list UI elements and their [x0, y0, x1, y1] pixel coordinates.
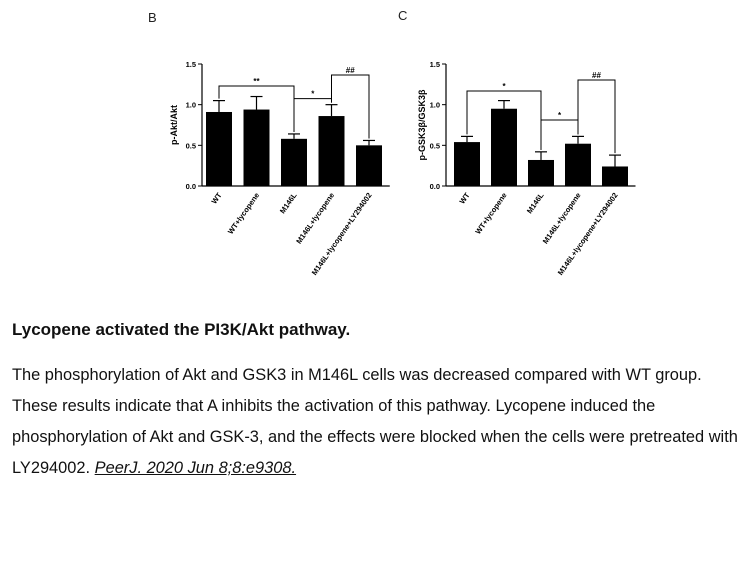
y-tick-label: 1.5: [186, 60, 196, 69]
y-tick-label: 0.5: [430, 141, 440, 150]
significance-label: ##: [592, 71, 601, 80]
bar: [356, 145, 382, 186]
caption-body: The phosphorylation of Akt and GSK3 in M…: [12, 360, 748, 484]
x-tick-label: WT: [458, 191, 472, 206]
significance-label: *: [311, 90, 315, 99]
panel-label: C: [398, 8, 407, 23]
significance-bracket: [577, 79, 616, 154]
caption-text: The phosphorylation of Akt and GSK3 in M…: [12, 366, 738, 477]
bar: [243, 109, 270, 186]
x-tick-label: WT+lycopene: [473, 191, 508, 236]
y-tick-label: 1.0: [186, 101, 196, 110]
y-axis-label: p-Akt/Akt: [169, 105, 179, 145]
chart-panel-b: B 0.0 0.5 1.0 1.5 p-Akt/Akt WT WT+lycopene M146L…: [148, 10, 390, 277]
x-tick-label: M146L+lycopene: [294, 191, 336, 246]
x-tick-label: WT: [210, 191, 224, 206]
bar: [281, 138, 307, 186]
x-tick-label: M146L: [278, 191, 299, 216]
bar: [528, 159, 554, 186]
caption-title: Lycopene activated the PI3K/Akt pathway.: [12, 320, 351, 339]
bar: [206, 111, 232, 186]
y-tick-label: 0.0: [430, 182, 440, 191]
significance-label: **: [253, 77, 260, 86]
y-tick-label: 1.0: [430, 101, 440, 110]
bar: [602, 166, 628, 186]
x-tick-label: WT+lycopene: [226, 191, 261, 236]
panel-label: B: [148, 10, 157, 25]
x-tick-label: M146L+lycopene: [541, 191, 583, 246]
bar: [565, 143, 591, 186]
bar: [318, 116, 345, 186]
y-tick-label: 0.5: [186, 141, 196, 150]
significance-bracket: [331, 74, 370, 139]
y-tick-label: 1.5: [430, 60, 440, 69]
bar: [454, 142, 480, 186]
bar: [491, 108, 517, 186]
x-tick-label: M146L: [525, 191, 546, 216]
significance-label: *: [558, 111, 562, 120]
significance-label: *: [502, 82, 506, 91]
chart-panel-c: C 0.0 0.5 1.0 1.5 p-GSK3β/GSK3β WT WT+lycopene M…: [398, 8, 636, 277]
y-axis-label: p-GSK3β/GSK3β: [417, 89, 427, 161]
significance-label: ##: [346, 66, 355, 75]
citation-link[interactable]: PeerJ. 2020 Jun 8;8:e9308.: [94, 459, 297, 477]
y-tick-label: 0.0: [186, 182, 196, 191]
